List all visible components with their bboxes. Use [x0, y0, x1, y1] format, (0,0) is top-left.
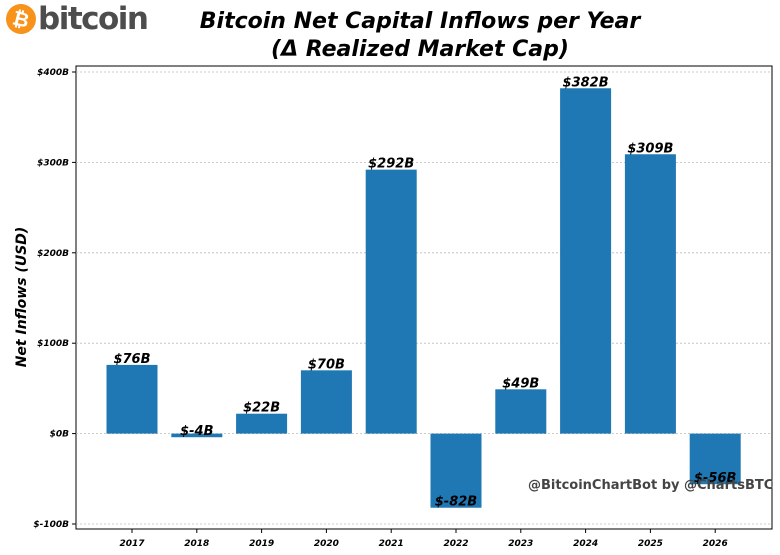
bar	[689, 433, 741, 485]
data-label: $292B	[368, 157, 414, 172]
bars	[106, 88, 741, 508]
data-label: $70B	[308, 357, 345, 372]
bar	[171, 433, 223, 438]
bar	[495, 389, 547, 434]
bar	[300, 370, 352, 434]
x-tick-label: 2021	[379, 539, 404, 549]
data-label: $22B	[243, 401, 280, 416]
x-tick-label: 2022	[443, 539, 468, 549]
data-label: $-56B	[694, 471, 737, 486]
x-tick-label: 2019	[249, 539, 274, 549]
y-tick-label: $300B	[37, 158, 69, 168]
bar	[365, 169, 417, 434]
y-tick-label: $-100B	[33, 520, 69, 530]
bitcoin-wordmark: bitcoin	[38, 1, 149, 37]
x-tick-label: 2018	[184, 539, 209, 549]
data-label: $382B	[563, 75, 609, 90]
bar	[624, 154, 676, 434]
bar	[560, 88, 612, 434]
data-label: $-82B	[435, 495, 478, 510]
x-tick-label: 2025	[638, 539, 663, 549]
y-tick-label: $0B	[50, 430, 70, 440]
x-axis-ticks: 2017 2018 2019 2020 2021 2022 2023 2024 2025 2026	[119, 529, 728, 549]
y-tick-label: $100B	[37, 339, 69, 349]
chart-subtitle: (Δ Realized Market Cap)	[271, 37, 569, 62]
x-tick-label: 2023	[508, 539, 533, 549]
bar	[430, 433, 482, 508]
x-tick-label: 2017	[119, 539, 145, 549]
y-axis-label: Net Inflows (USD)	[14, 227, 30, 368]
data-labels: $76B $-4B $22B $70B $292B $-82B $49B $382B $309B…	[113, 75, 736, 509]
bitcoin-logo: ₿ bitcoin	[2, 0, 149, 38]
plot-frame	[75, 65, 773, 530]
data-label: $76B	[113, 352, 150, 367]
y-axis-ticks: $-100B $0B $100B $200B $300B $400B	[33, 68, 76, 530]
watermark: @BitcoinChartBot by @ChartsBTC	[528, 478, 773, 493]
data-label: $-4B	[180, 424, 213, 439]
x-tick-label: 2026	[703, 539, 728, 549]
y-tick-label: $200B	[37, 249, 69, 259]
y-tick-label: $400B	[37, 68, 69, 78]
bar	[236, 413, 288, 434]
data-label: $49B	[502, 376, 539, 391]
x-tick-label: 2020	[314, 539, 339, 549]
chart-title: Bitcoin Net Capital Inflows per Year	[199, 9, 641, 34]
bar	[106, 364, 158, 434]
data-label: $309B	[627, 141, 673, 156]
x-tick-label: 2024	[573, 539, 598, 549]
